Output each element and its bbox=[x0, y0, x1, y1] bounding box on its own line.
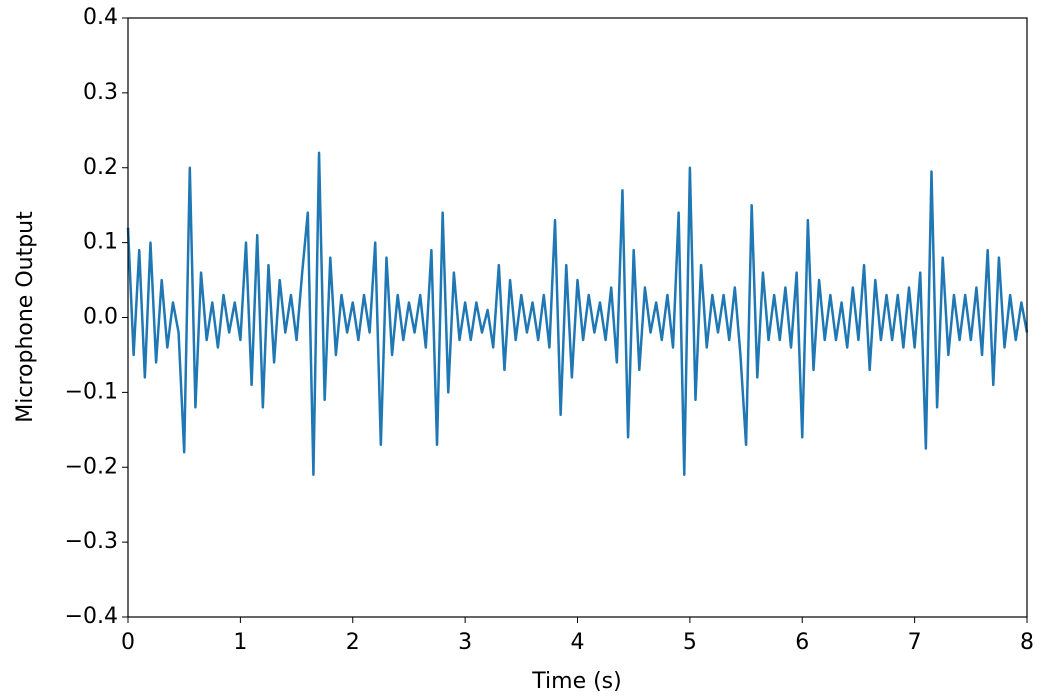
x-tick-label: 4 bbox=[571, 630, 585, 655]
y-tick-label: 0.4 bbox=[83, 5, 118, 30]
y-tick-label: −0.1 bbox=[65, 379, 118, 404]
plot-frame bbox=[127, 17, 1028, 618]
x-tick-label: 0 bbox=[121, 630, 135, 655]
y-tick-label: 0.2 bbox=[83, 155, 118, 180]
y-tick-label: 0.1 bbox=[83, 230, 118, 255]
x-tick-label: 2 bbox=[346, 630, 360, 655]
x-tick-label: 8 bbox=[1020, 630, 1034, 655]
x-tick-label: 5 bbox=[683, 630, 697, 655]
y-tick-label: −0.2 bbox=[65, 454, 118, 479]
signal-line bbox=[126, 151, 1029, 476]
x-tick-label: 7 bbox=[908, 630, 922, 655]
x-tick-label: 1 bbox=[233, 630, 247, 655]
y-axis-label: Microphone Output bbox=[13, 211, 38, 423]
y-tick-label: −0.4 bbox=[65, 604, 118, 629]
x-tick-label: 6 bbox=[795, 630, 809, 655]
y-tick-label: −0.3 bbox=[65, 529, 118, 554]
x-tick-label: 3 bbox=[458, 630, 472, 655]
x-axis-label: Time (s) bbox=[531, 669, 621, 694]
y-tick-label: 0.3 bbox=[83, 80, 118, 105]
y-tick-label: 0.0 bbox=[83, 305, 118, 330]
